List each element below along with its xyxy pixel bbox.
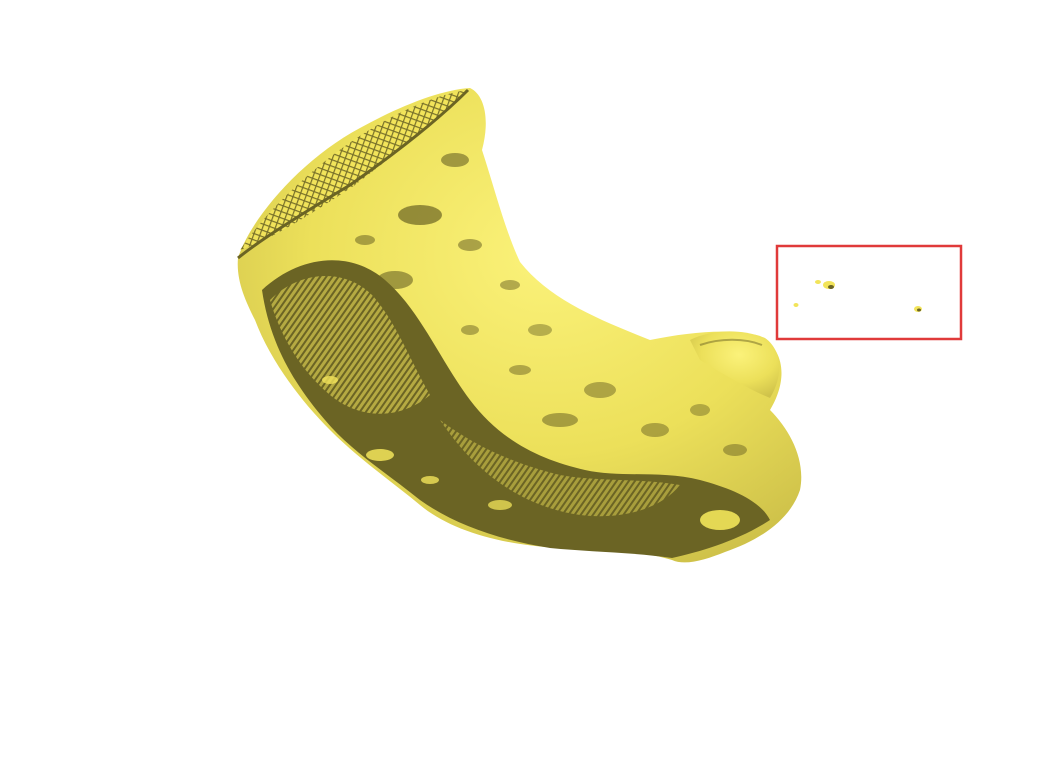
segmented-mesh[interactable] [237,88,802,563]
stray-fragments [793,280,922,312]
highlight-box [775,244,963,341]
highlight-region[interactable] [775,244,963,341]
